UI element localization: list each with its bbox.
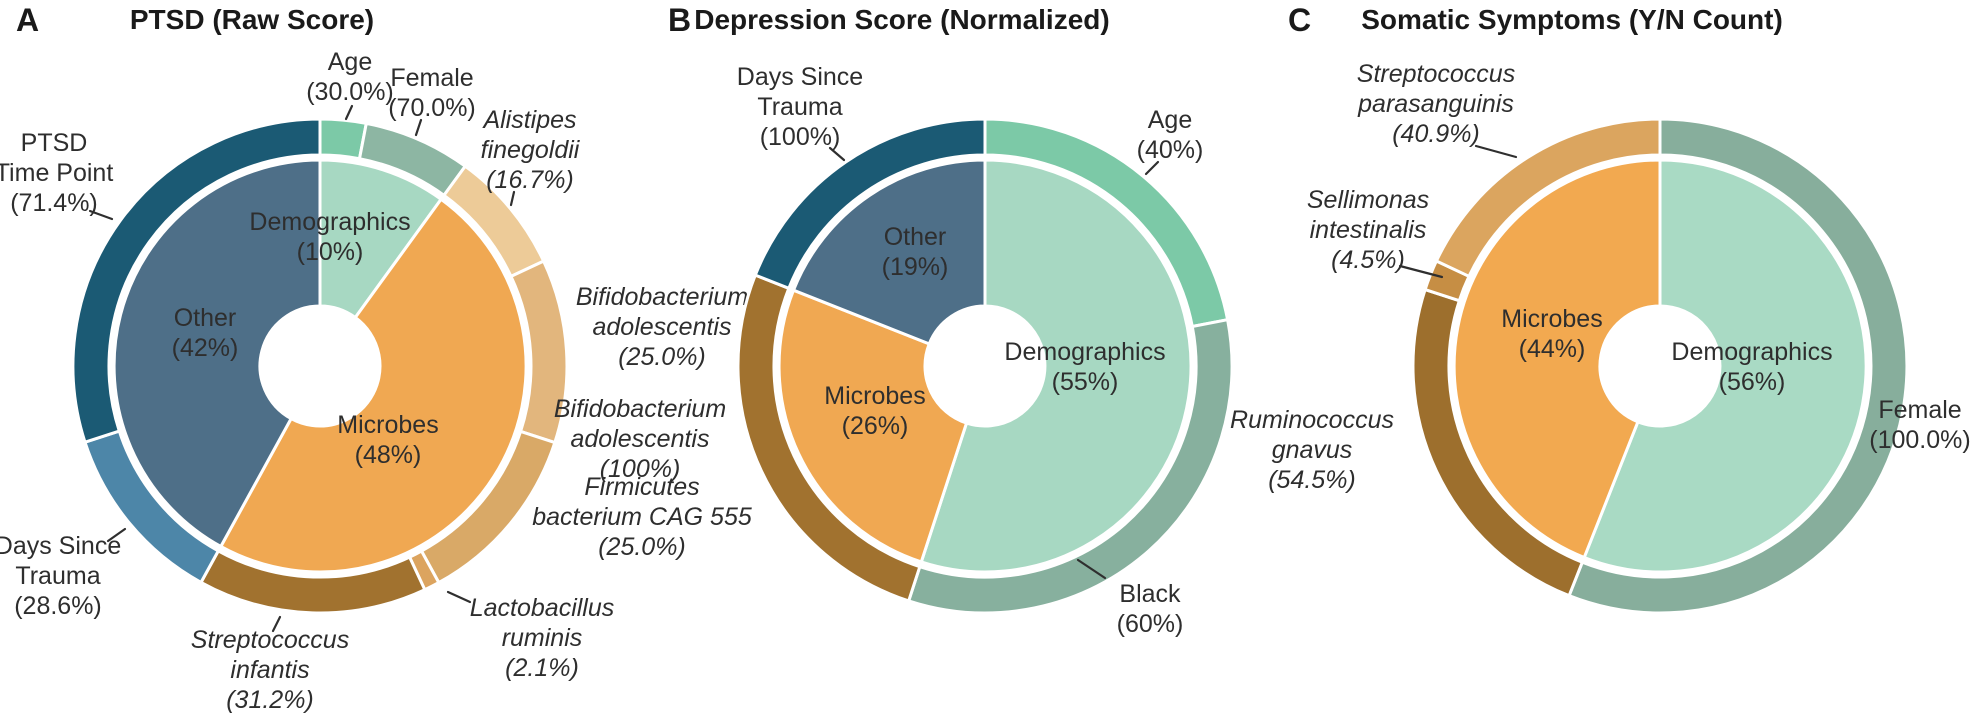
label-days-since-trauma-line-2: (100%) xyxy=(760,123,841,151)
inner-segment-demographics xyxy=(318,158,443,319)
leader-streptococcus-parasanguinis xyxy=(1474,144,1518,159)
label-black-line-1: (60%) xyxy=(1117,610,1184,638)
leader-days-since-trauma xyxy=(106,527,127,543)
label-demographics-line-1: (56%) xyxy=(1719,368,1786,396)
leader-age xyxy=(344,104,354,121)
label-microbes-line-0: Microbes xyxy=(337,411,438,439)
label-microbes-line-1: (44%) xyxy=(1519,335,1586,363)
label-age-line-1: (40%) xyxy=(1137,136,1204,164)
label-female-line-0: Female xyxy=(1878,396,1961,424)
panel-a-title: PTSD (Raw Score) xyxy=(129,4,375,35)
label-streptococcus-parasanguinis-line-2: (40.9%) xyxy=(1392,120,1480,148)
label-ptsd-time-point-line-1: Time Point xyxy=(0,159,113,187)
label-lactobacillus-ruminis-line-0: Lactobacillus xyxy=(470,594,615,622)
label-female-line-0: Female xyxy=(390,64,473,92)
leader-days-since-trauma xyxy=(828,146,846,162)
label-bifidobacterium-adolescentis-line-1: adolescentis xyxy=(571,425,710,453)
leader-female xyxy=(414,118,423,137)
leader-black xyxy=(1076,558,1107,580)
label-alistipes-finegoldii-line-1: finegoldii xyxy=(481,136,581,164)
label-microbes-line-1: (48%) xyxy=(355,441,422,469)
panel-c-chart: Demographics(56%) Microbes(44%) Female(100… xyxy=(1230,60,1971,615)
label-ruminococcus-gnavus-line-0: Ruminococcus xyxy=(1230,406,1394,434)
label-bifidobacterium-adolescentis-line-0: Bifidobacterium xyxy=(554,395,726,423)
label-days-since-trauma-line-2: (28.6%) xyxy=(14,592,102,620)
label-microbes-line-0: Microbes xyxy=(1501,305,1602,333)
label-firmicutes-bacterium-cag-555-line-0: Firmicutes xyxy=(584,473,699,501)
label-sellimonas-intestinalis-line-0: Sellimonas xyxy=(1307,186,1429,214)
label-microbes-line-1: (26%) xyxy=(842,412,909,440)
inner-segment-microbes xyxy=(777,288,968,564)
label-bifidobacterium-adolescentis-line-2: (100%) xyxy=(600,455,681,483)
label-microbes-line-0: Microbes xyxy=(824,382,925,410)
label-alistipes-finegoldii-line-0: Alistipes xyxy=(481,106,576,134)
outer-segment-ptsd-time-point xyxy=(71,117,322,444)
panel-c-title: Somatic Symptoms (Y/N Count) xyxy=(1361,4,1783,35)
label-firmicutes-bacterium-cag-555-line-1: bacterium CAG 555 xyxy=(532,503,752,531)
label-streptococcus-infantis-line-2: (31.2%) xyxy=(226,686,314,713)
label-demographics-line-0: Demographics xyxy=(249,208,410,236)
outer-segment-days-since-trauma xyxy=(753,117,987,290)
label-sellimonas-intestinalis-line-2: (4.5%) xyxy=(1331,246,1405,274)
leader-age xyxy=(1144,160,1160,176)
label-demographics-line-1: (10%) xyxy=(297,238,364,266)
leader-sellimonas-intestinalis xyxy=(1398,264,1444,279)
label-age-line-0: Age xyxy=(1148,106,1192,134)
label-other-line-0: Other xyxy=(174,304,237,332)
leader-ptsd-time-point xyxy=(88,209,114,221)
outer-segment-streptococcus-parasanguinis xyxy=(1434,117,1662,278)
label-lactobacillus-ruminis-line-2: (2.1%) xyxy=(505,654,579,682)
label-days-since-trauma-line-0: Days Since xyxy=(737,63,863,91)
label-ruminococcus-gnavus-line-1: gnavus xyxy=(1272,436,1353,464)
label-other-line-0: Other xyxy=(884,223,947,251)
label-bifidobacterium-adolescentis-line-2: (25.0%) xyxy=(618,343,706,371)
label-ptsd-time-point-line-0: PTSD xyxy=(21,129,88,157)
label-sellimonas-intestinalis-line-1: intestinalis xyxy=(1310,216,1427,244)
label-alistipes-finegoldii-line-2: (16.7%) xyxy=(486,166,574,194)
label-age-line-0: Age xyxy=(328,48,372,76)
label-other-line-1: (19%) xyxy=(882,253,949,281)
label-days-since-trauma-line-0: Days Since xyxy=(0,532,121,560)
leader-streptococcus-infantis xyxy=(271,615,282,633)
label-demographics-line-0: Demographics xyxy=(1004,338,1165,366)
panel-a-chart: Demographics(10%) Microbes(48%) Other(42%)… xyxy=(0,48,752,713)
label-black-line-0: Black xyxy=(1119,580,1181,608)
label-lactobacillus-ruminis-line-1: ruminis xyxy=(502,624,583,652)
label-other-line-1: (42%) xyxy=(172,334,239,362)
inner-segment-other xyxy=(792,158,987,346)
label-streptococcus-parasanguinis-line-1: parasanguinis xyxy=(1357,90,1514,118)
leader-lactobacillus-ruminis xyxy=(446,590,472,604)
label-streptococcus-parasanguinis-line-0: Streptococcus xyxy=(1357,60,1515,88)
panel-b-chart: Demographics(55%) Microbes(26%) Other(19%)… xyxy=(554,63,1234,638)
label-age-line-1: (30.0%) xyxy=(306,78,394,106)
panel-b-title: Depression Score (Normalized) xyxy=(694,4,1110,35)
label-days-since-trauma-line-1: Trauma xyxy=(15,562,100,590)
label-days-since-trauma-line-1: Trauma xyxy=(757,93,842,121)
label-bifidobacterium-adolescentis-line-0: Bifidobacterium xyxy=(576,283,748,311)
label-ptsd-time-point-line-2: (71.4%) xyxy=(10,189,98,217)
inner-segment-microbes xyxy=(1452,158,1662,559)
leader-alistipes-finegoldii xyxy=(509,190,516,207)
panel-a-letter: A xyxy=(16,2,40,38)
label-demographics-line-1: (55%) xyxy=(1052,368,1119,396)
inner-segment-microbes xyxy=(219,197,528,574)
label-ruminococcus-gnavus-line-2: (54.5%) xyxy=(1268,466,1356,494)
inner-segment-demographics xyxy=(919,158,1193,574)
label-demographics-line-0: Demographics xyxy=(1671,338,1832,366)
panel-c-letter: C xyxy=(1288,2,1312,38)
inner-segment-demographics xyxy=(1582,158,1868,574)
outer-segment-female xyxy=(1567,117,1909,615)
inner-segment-other xyxy=(112,158,322,548)
label-streptococcus-infantis-line-1: infantis xyxy=(230,656,309,684)
panel-b-letter: B xyxy=(668,2,692,38)
label-bifidobacterium-adolescentis-line-1: adolescentis xyxy=(593,313,732,341)
label-female-line-1: (100.0%) xyxy=(1869,426,1970,454)
label-firmicutes-bacterium-cag-555-line-2: (25.0%) xyxy=(598,533,686,561)
label-streptococcus-infantis-line-0: Streptococcus xyxy=(191,626,349,654)
label-female-line-1: (70.0%) xyxy=(388,94,476,122)
